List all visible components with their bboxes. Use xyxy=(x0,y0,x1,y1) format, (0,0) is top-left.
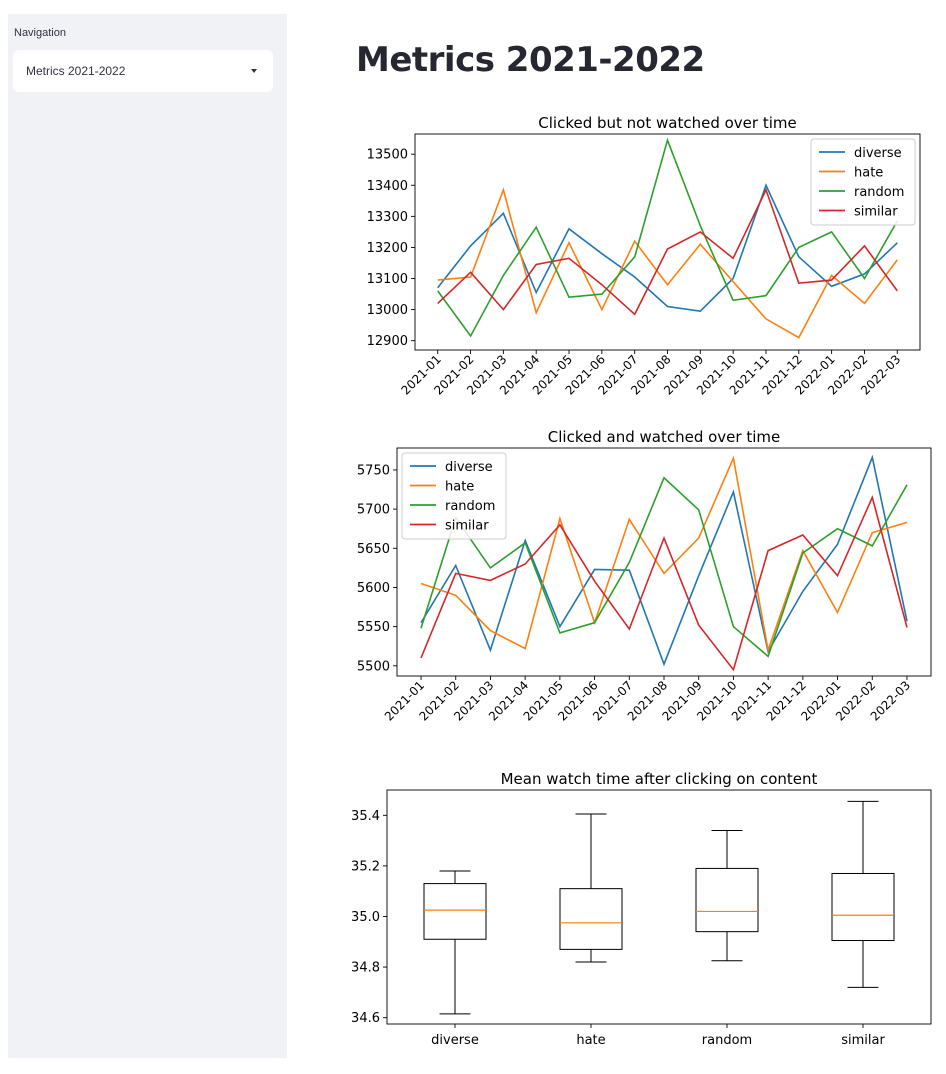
legend-label-hate: hate xyxy=(854,166,883,181)
chart-title: Clicked and watched over time xyxy=(548,428,780,446)
legend xyxy=(810,138,916,226)
series-line-random xyxy=(437,137,898,338)
y-tick-label: 5600 xyxy=(357,581,390,596)
navigation-select-value: Metrics 2021-2022 xyxy=(26,64,126,78)
series-line-hate xyxy=(437,187,898,339)
x-tick-label: diverse xyxy=(431,1033,479,1048)
legend-label-random: random xyxy=(445,499,495,514)
series-line-diverse xyxy=(437,183,898,313)
y-tick-label: 5650 xyxy=(357,542,390,557)
y-tick-label: 5500 xyxy=(357,659,390,674)
series-line-similar xyxy=(437,187,898,316)
clicked-not-watched-chart: Clicked but not watched over time 12900 13… xyxy=(367,114,921,398)
y-tick-label: 35.4 xyxy=(351,809,380,824)
y-tick-label: 5700 xyxy=(357,503,390,518)
legend-label-random: random xyxy=(854,185,904,200)
y-tick-label: 12900 xyxy=(367,334,408,349)
series-line-random xyxy=(420,476,908,658)
chevron-down-icon[interactable] xyxy=(251,69,257,73)
y-tick-label: 34.6 xyxy=(351,1011,380,1026)
y-tick-label: 13100 xyxy=(367,272,408,287)
legend-label-similar: similar xyxy=(445,519,489,534)
y-tick-label: 13000 xyxy=(367,303,408,318)
box-random xyxy=(695,867,759,933)
box-diverse xyxy=(423,883,487,940)
legend xyxy=(401,452,507,540)
y-tick-label: 5550 xyxy=(357,620,390,635)
series-line-hate xyxy=(420,455,908,654)
legend-label-diverse: diverse xyxy=(445,460,493,475)
chart-title: Clicked but not watched over time xyxy=(538,114,796,132)
page-title: Metrics 2021-2022 xyxy=(356,40,705,80)
sidebar: Navigation Metrics 2021-2022 xyxy=(8,14,287,1058)
y-tick-label: 13300 xyxy=(367,210,408,225)
x-tick-label: similar xyxy=(841,1033,885,1048)
legend-label-hate: hate xyxy=(445,480,474,495)
clicked-watched-chart: Clicked and watched over time 5500 5550 560… xyxy=(357,428,932,724)
y-tick-label: 13400 xyxy=(367,179,408,194)
x-tick-label: random xyxy=(702,1033,752,1048)
chart-title: Mean watch time after clicking on conten… xyxy=(501,770,818,788)
box-similar xyxy=(831,872,895,942)
y-tick-label: 13500 xyxy=(367,148,408,163)
plot-frame xyxy=(386,789,932,1025)
y-tick-label: 35.2 xyxy=(351,859,380,874)
navigation-select[interactable]: Metrics 2021-2022 xyxy=(13,50,273,92)
mean-watch-time-chart: Mean watch time after clicking on conten… xyxy=(351,770,932,1048)
y-tick-label: 34.8 xyxy=(351,961,380,976)
legend-label-diverse: diverse xyxy=(854,146,902,161)
legend-label-similar: similar xyxy=(854,205,898,220)
navigation-label: Navigation xyxy=(14,27,66,39)
series-line-similar xyxy=(420,495,908,672)
y-tick-label: 13200 xyxy=(367,241,408,256)
x-tick-label: hate xyxy=(576,1033,605,1048)
y-tick-label: 5750 xyxy=(357,463,390,478)
y-tick-label: 35.0 xyxy=(351,910,380,925)
series-line-diverse xyxy=(420,454,908,667)
box-hate xyxy=(559,888,623,950)
